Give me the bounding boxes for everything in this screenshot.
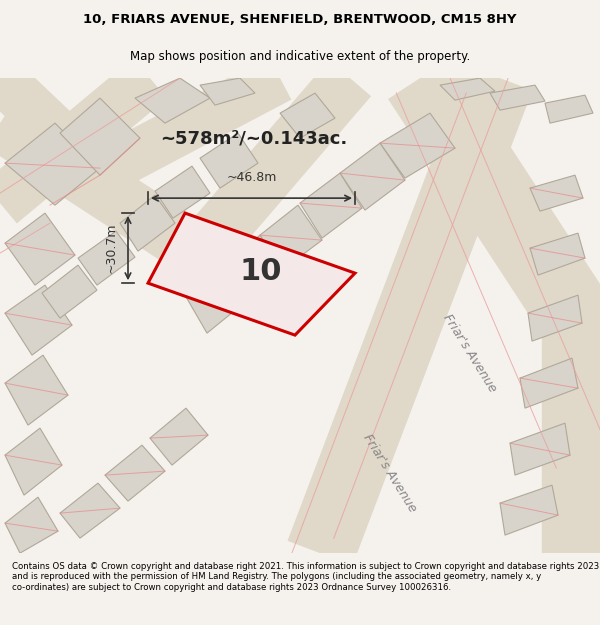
Polygon shape bbox=[148, 213, 355, 335]
Polygon shape bbox=[340, 143, 405, 210]
Polygon shape bbox=[60, 98, 140, 175]
Polygon shape bbox=[200, 78, 255, 105]
Text: ~46.8m: ~46.8m bbox=[226, 171, 277, 184]
Polygon shape bbox=[520, 358, 578, 408]
Text: Friar's Avenue: Friar's Avenue bbox=[441, 312, 499, 394]
Polygon shape bbox=[135, 78, 210, 123]
Polygon shape bbox=[105, 445, 165, 501]
Polygon shape bbox=[200, 133, 258, 188]
Polygon shape bbox=[300, 173, 362, 238]
Polygon shape bbox=[5, 428, 62, 495]
Text: ~30.7m: ~30.7m bbox=[105, 223, 118, 273]
Polygon shape bbox=[155, 166, 210, 218]
Polygon shape bbox=[185, 266, 244, 333]
Text: Friar's Avenue: Friar's Avenue bbox=[361, 432, 419, 514]
Polygon shape bbox=[5, 285, 72, 355]
Text: Map shows position and indicative extent of the property.: Map shows position and indicative extent… bbox=[130, 50, 470, 62]
Polygon shape bbox=[530, 233, 585, 275]
Text: ~578m²/~0.143ac.: ~578m²/~0.143ac. bbox=[160, 129, 347, 147]
Polygon shape bbox=[530, 175, 583, 211]
Text: 10, FRIARS AVENUE, SHENFIELD, BRENTWOOD, CM15 8HY: 10, FRIARS AVENUE, SHENFIELD, BRENTWOOD,… bbox=[83, 13, 517, 26]
Polygon shape bbox=[440, 78, 495, 100]
Polygon shape bbox=[510, 423, 570, 475]
Polygon shape bbox=[150, 408, 208, 465]
Polygon shape bbox=[545, 95, 593, 123]
Polygon shape bbox=[60, 483, 120, 538]
Polygon shape bbox=[5, 213, 75, 285]
Polygon shape bbox=[280, 93, 335, 138]
Polygon shape bbox=[380, 113, 455, 178]
Polygon shape bbox=[490, 85, 545, 110]
Polygon shape bbox=[500, 485, 558, 535]
Polygon shape bbox=[260, 205, 322, 270]
Polygon shape bbox=[120, 195, 175, 251]
Polygon shape bbox=[78, 231, 135, 285]
Polygon shape bbox=[5, 497, 58, 553]
Polygon shape bbox=[222, 235, 282, 302]
Polygon shape bbox=[42, 265, 97, 318]
Polygon shape bbox=[528, 295, 582, 341]
Text: Contains OS data © Crown copyright and database right 2021. This information is : Contains OS data © Crown copyright and d… bbox=[12, 562, 599, 591]
Text: 10: 10 bbox=[239, 257, 282, 286]
Polygon shape bbox=[5, 123, 100, 205]
Polygon shape bbox=[5, 355, 68, 425]
